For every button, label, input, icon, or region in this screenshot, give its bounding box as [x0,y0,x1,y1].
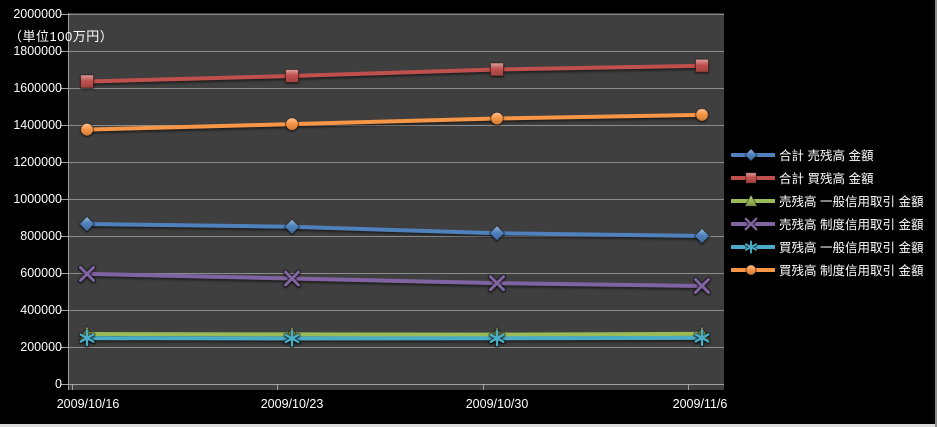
x-axis-label: 2009/10/30 [465,397,529,411]
legend-item: 買残高 一般信用取引 金額 [731,235,935,258]
data-point-marker-triangle [744,193,758,207]
series-line-5 [85,112,704,132]
legend-label: 売残高 制度信用取引 金額 [779,218,924,232]
data-point-marker-circle [285,117,299,131]
data-point-marker-circle [490,111,504,126]
legend-item: 合計 売残高 金額 [731,143,935,166]
legend-marker-triangle-icon [731,193,775,207]
data-point-marker-circle [80,122,94,137]
y-axis-label: 0 [55,377,62,391]
legend-label: 合計 売残高 金額 [779,149,874,163]
y-axis-label: 1800000 [13,44,62,58]
series-line-0 [85,221,704,238]
y-axis-label: 1000000 [13,192,62,206]
window-edge-right [935,0,937,427]
data-point-marker-x [77,264,97,284]
y-axis-label: 200000 [20,340,62,354]
data-point-marker-x [487,273,507,293]
data-point-marker-x [282,269,302,288]
y-axis-label: 1400000 [13,118,62,132]
legend-item: 売残高 制度信用取引 金額 [731,212,935,235]
data-point-marker-diamond [744,147,758,162]
data-point-marker-x [743,216,759,231]
data-point-marker-asterisk [693,328,711,348]
y-axis-label: 2000000 [13,7,62,21]
series-line-1 [85,63,704,84]
y-axis-label: 1200000 [13,155,62,169]
series-line-2 [85,331,704,337]
y-axis-label: 400000 [20,303,62,317]
data-point-marker-x [692,276,712,296]
x-axis-label: 2009/10/23 [260,397,324,411]
x-axis-label: 2009/10/16 [56,397,120,411]
legend-item: 買残高 制度信用取引 金額 [731,258,935,281]
data-point-marker-asterisk [283,329,301,348]
legend-marker-square-icon [731,171,775,184]
data-point-marker-asterisk [744,239,758,254]
data-point-marker-square [285,68,299,83]
data-point-marker-circle [695,108,709,122]
plot-area [68,13,724,390]
series-line-4 [85,335,704,341]
data-point-marker-asterisk [488,329,506,348]
data-point-marker-diamond [488,225,506,242]
y-axis-label: 1600000 [13,81,62,95]
data-point-marker-diamond [693,227,711,245]
legend-item: 合計 買残高 金額 [731,166,935,189]
y-axis-unit-note: （単位100万円） [9,29,114,44]
data-point-marker-square [745,171,757,184]
data-point-marker-diamond [283,218,301,235]
legend-label: 買残高 制度信用取引 金額 [779,264,924,278]
chart-legend: 合計 売残高 金額 合計 買残高 金額売残高 一般信用取引 金額 売残高 制度信用取… [731,143,935,281]
data-point-marker-square [695,58,709,73]
data-point-marker-circle [745,264,757,275]
legend-item: 売残高 一般信用取引 金額 [731,189,935,212]
data-point-marker-square [490,62,504,77]
y-axis-label: 800000 [20,229,62,243]
data-point-marker-square [80,74,94,89]
data-point-marker-diamond [78,215,96,233]
legend-marker-asterisk-icon [731,239,775,254]
legend-label: 合計 買残高 金額 [779,172,874,186]
legend-label: 買残高 一般信用取引 金額 [779,241,924,255]
series-line-3 [85,271,704,288]
window-edge-bottom [0,424,937,427]
x-axis-label: 2009/11/6 [672,397,728,411]
y-axis-label: 600000 [20,266,62,280]
data-point-marker-asterisk [78,328,96,348]
legend-label: 売残高 一般信用取引 金額 [779,195,924,209]
legend-marker-diamond-icon [731,147,775,162]
legend-marker-x-icon [731,216,775,231]
legend-marker-circle-icon [731,264,775,275]
